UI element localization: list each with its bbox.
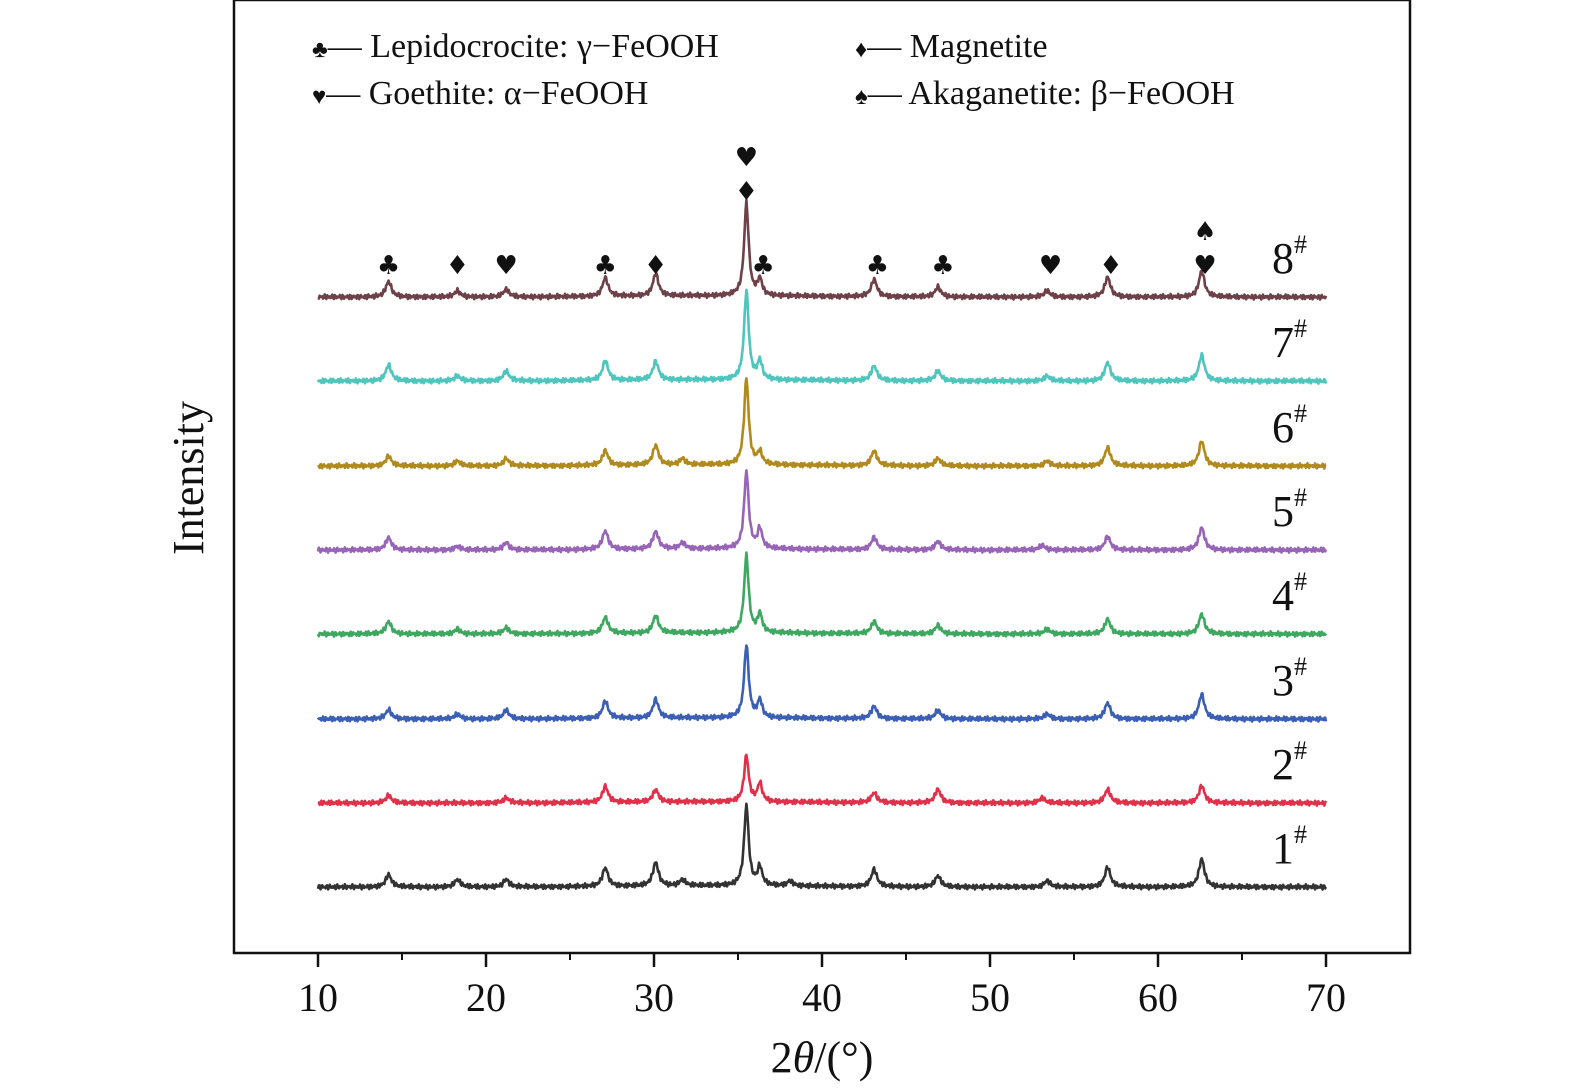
series-label: 1# xyxy=(1272,820,1307,873)
series-label-number: 1 xyxy=(1272,824,1294,873)
series-label-sup: # xyxy=(1294,230,1307,259)
legend-symbol-icon: ♥ xyxy=(312,84,326,110)
legend-dash: — xyxy=(327,28,371,65)
legend-label: Goethite: α−FeOOH xyxy=(369,75,649,112)
series-label-number: 6 xyxy=(1272,403,1294,452)
series-label: 8# xyxy=(1272,230,1307,283)
series-label-sup: # xyxy=(1294,314,1307,343)
x-axis-title-prefix: 2 xyxy=(771,1033,793,1082)
series-label: 4# xyxy=(1272,567,1307,620)
series-label-sup: # xyxy=(1294,652,1307,681)
phase-marker-icon: ♦ xyxy=(644,251,667,281)
y-axis-title: Intensity xyxy=(164,401,213,555)
series-line xyxy=(317,753,1328,807)
phase-marker-icon: ♦ xyxy=(446,251,469,281)
x-tick-label: 10 xyxy=(298,975,338,1020)
series-label: 2# xyxy=(1272,736,1307,789)
series-line xyxy=(316,644,1328,723)
series-label: 3# xyxy=(1272,652,1307,705)
series-line xyxy=(317,198,1328,301)
x-axis: 10 20 30 40 50 60 70 xyxy=(298,953,1346,1020)
legend-symbol-icon: ♠ xyxy=(855,84,868,110)
series-layer: 1#2#3#4#5#6#7#8# xyxy=(316,198,1328,891)
legend-item: ♦— Magnetite xyxy=(855,28,1048,65)
phase-marker-icon: ♠ xyxy=(1193,217,1216,247)
series-line xyxy=(316,469,1328,554)
x-tick-label: 20 xyxy=(466,975,506,1020)
plot-frame xyxy=(232,0,1412,955)
x-tick-label: 30 xyxy=(634,975,674,1020)
legend: ♣— Lepidocrocite: γ−FeOOH ♦— Magnetite♥— … xyxy=(312,28,1235,112)
x-tick-label: 40 xyxy=(802,975,842,1020)
x-tick-label: 60 xyxy=(1138,975,1178,1020)
series-label-number: 3 xyxy=(1272,656,1294,705)
legend-dash: — xyxy=(867,75,909,112)
series-label: 7# xyxy=(1272,314,1307,367)
series-line xyxy=(316,377,1327,470)
legend-item: ♣— Lepidocrocite: γ−FeOOH xyxy=(312,28,719,65)
series-label-sup: # xyxy=(1294,567,1307,596)
phase-marker-icon: ♣ xyxy=(866,251,889,281)
legend-symbol-icon: ♦ xyxy=(855,37,867,63)
phase-marker-icon: ♥ xyxy=(1039,251,1062,281)
series-label-sup: # xyxy=(1294,399,1307,428)
phase-markers: ♣ ♦ ♥ ♣ ♦ ♥ ♦ ♣ ♣ ♣ ♥ ♦ ♠ ♥ xyxy=(377,143,1217,281)
legend-label: Lepidocrocite: γ−FeOOH xyxy=(370,28,719,65)
legend-dash: — xyxy=(325,75,369,112)
x-axis-title: 2θ/(°) xyxy=(771,1033,874,1082)
phase-marker-icon: ♣ xyxy=(752,251,775,281)
legend-symbol-icon: ♣ xyxy=(312,37,328,63)
series-label-number: 8 xyxy=(1272,234,1294,283)
series-label-sup: # xyxy=(1294,820,1307,849)
series-label-number: 4 xyxy=(1272,571,1294,620)
x-axis-title-suffix: /(°) xyxy=(814,1033,873,1082)
series-label-number: 7 xyxy=(1272,318,1294,367)
legend-label: Akaganetite: β−FeOOH xyxy=(908,75,1234,112)
x-axis-title-theta: θ xyxy=(793,1033,815,1082)
x-tick-label: 70 xyxy=(1306,975,1346,1020)
series-line xyxy=(316,802,1328,891)
series-label-sup: # xyxy=(1294,483,1307,512)
phase-marker-icon: ♥ xyxy=(1193,251,1216,281)
legend-label: Magnetite xyxy=(910,28,1048,65)
phase-marker-icon: ♥ xyxy=(735,143,758,173)
phase-marker-icon: ♦ xyxy=(735,177,758,207)
series-line xyxy=(316,288,1328,385)
series-label-sup: # xyxy=(1294,736,1307,765)
phase-marker-icon: ♣ xyxy=(594,251,617,281)
phase-marker-icon: ♣ xyxy=(377,251,400,281)
x-tick-label: 50 xyxy=(970,975,1010,1020)
series-line xyxy=(316,551,1328,638)
series-label-number: 5 xyxy=(1272,487,1294,536)
phase-marker-icon: ♥ xyxy=(495,251,518,281)
legend-dash: — xyxy=(866,28,910,65)
legend-item: ♥— Goethite: α−FeOOH xyxy=(312,75,648,112)
series-label: 5# xyxy=(1272,483,1307,536)
legend-item: ♠— Akaganetite: β−FeOOH xyxy=(855,75,1235,112)
series-label: 6# xyxy=(1272,399,1307,452)
phase-marker-icon: ♦ xyxy=(1099,251,1122,281)
phase-marker-icon: ♣ xyxy=(931,251,954,281)
series-label-number: 2 xyxy=(1272,740,1294,789)
